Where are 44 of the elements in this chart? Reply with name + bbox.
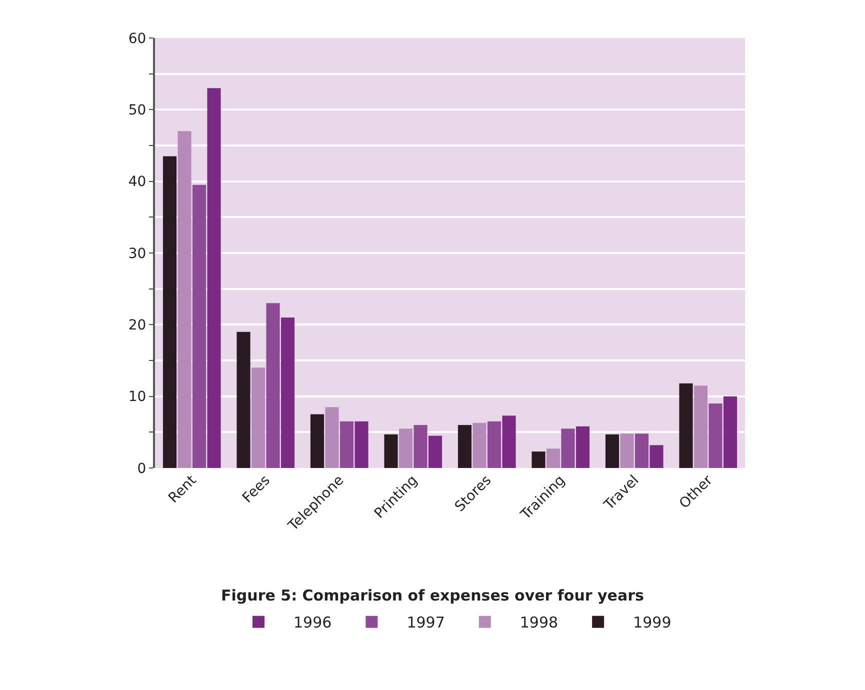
y-tick-label: 40 (128, 174, 146, 190)
bar (458, 425, 472, 468)
bar (266, 303, 280, 468)
bar (384, 434, 398, 468)
bar (236, 332, 250, 468)
bar (650, 445, 664, 468)
text: Figure 5: Comparison of expenses over four years (221, 586, 644, 604)
y-tick-label: 20 (128, 318, 146, 334)
bar (192, 184, 206, 468)
bar (546, 448, 560, 468)
bar (576, 426, 590, 468)
bar (723, 396, 738, 468)
bar (207, 88, 221, 468)
bar (340, 421, 354, 468)
y-tick-label: 10 (128, 389, 146, 406)
bar (428, 436, 442, 468)
y-tick-label: 50 (128, 102, 146, 119)
legend-label: 1998 (520, 614, 558, 632)
legend-label: 1999 (633, 614, 672, 632)
bar (708, 404, 722, 468)
legend-label: 1997 (406, 614, 445, 632)
y-tick-label: 0 (137, 460, 146, 477)
bar (280, 318, 295, 468)
bar (354, 421, 368, 468)
y-tick-label: 30 (128, 246, 146, 262)
bar (620, 434, 634, 468)
bar (472, 422, 486, 468)
bar (487, 421, 502, 468)
bar (634, 434, 649, 468)
bar (251, 368, 266, 468)
bar (532, 452, 546, 468)
bar (414, 425, 428, 468)
y-tick-label: 60 (128, 30, 146, 47)
bar (502, 416, 516, 468)
bar (679, 383, 693, 468)
bar (561, 428, 575, 468)
bar (605, 434, 620, 468)
legend-label: 1996 (294, 614, 332, 632)
bar (694, 386, 708, 468)
bar (162, 156, 177, 468)
bar (178, 131, 192, 468)
bar (310, 414, 324, 468)
bar (398, 428, 413, 468)
bar (325, 407, 339, 468)
